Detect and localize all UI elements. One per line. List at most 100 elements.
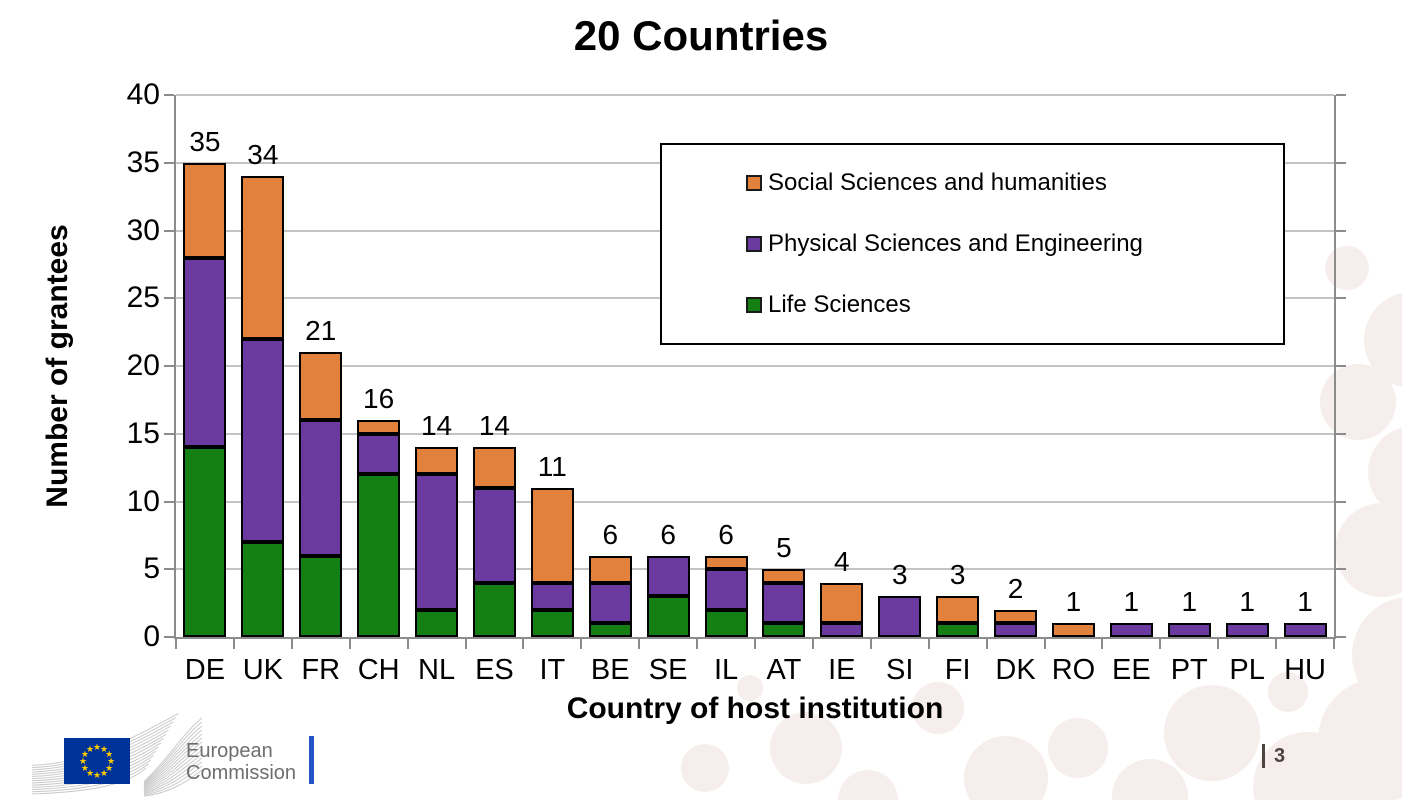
- legend-item-label: Physical Sciences and Engineering: [768, 229, 1143, 257]
- bar-segment: [646, 555, 690, 597]
- y-tick-label: 5: [143, 552, 160, 586]
- y-tick-mark-right: [1336, 432, 1346, 435]
- bar-segment: [820, 582, 864, 624]
- bar-segment: [415, 447, 459, 475]
- bar-total-label: 14: [420, 410, 453, 442]
- x-tick-mark: [1101, 639, 1104, 649]
- bar-segment: [936, 596, 980, 624]
- bar-total-label: 1: [1123, 586, 1140, 618]
- bar-total-label: 6: [660, 518, 676, 550]
- bar-total-label: 1: [1181, 586, 1198, 618]
- x-tick-mark: [811, 639, 814, 649]
- bar-segment: [936, 623, 980, 637]
- x-axis-category-label: IT: [539, 654, 566, 686]
- bar-segment: [762, 569, 806, 583]
- x-tick-mark: [869, 639, 872, 649]
- y-tick-label: 20: [126, 349, 160, 382]
- x-tick-mark: [406, 639, 409, 649]
- bar-segment: [415, 474, 459, 610]
- bar-segment: [357, 420, 401, 434]
- bar-total-label: 6: [718, 518, 734, 550]
- y-tick-mark-right: [1336, 94, 1346, 96]
- y-tick-mark-left: [164, 94, 174, 96]
- eu-flag-stars: ★★★★★★★★★★★★: [79, 742, 115, 780]
- decorative-circle: [1268, 672, 1308, 712]
- legend-item-label: Life Sciences: [768, 290, 911, 318]
- logo-wave-lines-right: [143, 717, 203, 797]
- bar-segment: [241, 542, 285, 637]
- x-tick-mark: [175, 639, 177, 649]
- bar-total-label: 2: [1007, 572, 1024, 604]
- x-tick-mark: [232, 639, 235, 649]
- eu-flag-star: ★: [86, 744, 94, 754]
- bar-segment: [1225, 623, 1269, 637]
- decorative-circle: [1164, 685, 1260, 781]
- bar-total-label: 3: [891, 559, 908, 591]
- bar-segment: [1109, 623, 1153, 637]
- bar-segment: [357, 433, 401, 475]
- x-tick-mark: [1333, 639, 1335, 649]
- bar-segment: [588, 555, 632, 583]
- y-tick-mark-left: [164, 229, 174, 232]
- gridline-y-5: [176, 568, 1334, 571]
- gridline-y-15: [176, 432, 1334, 435]
- eu-flag-star: ★: [79, 756, 87, 766]
- x-axis-category-label: IL: [713, 654, 739, 686]
- x-axis-category-label: FR: [301, 654, 341, 686]
- bar-segment: [530, 582, 574, 610]
- y-tick-mark-right: [1336, 568, 1346, 571]
- bar-segment: [762, 582, 806, 624]
- y-tick-mark-left: [164, 636, 174, 638]
- legend-swatch: [746, 235, 762, 252]
- page-number-text: 3: [1274, 744, 1286, 767]
- y-tick-mark-right: [1336, 636, 1346, 638]
- legend-swatch: [746, 175, 762, 192]
- logo-text-line2: Commission: [186, 762, 296, 784]
- eu-flag: [64, 738, 130, 784]
- bar-segment: [704, 609, 748, 637]
- bar-total-label: 1: [1239, 586, 1255, 618]
- bar-total-label: 16: [363, 383, 395, 415]
- bar-total-label: 6: [602, 518, 619, 550]
- bar-segment: [472, 447, 516, 488]
- x-axis-category-label: CH: [357, 654, 400, 686]
- gridline-y-20: [176, 365, 1334, 367]
- bar-total-label: 21: [305, 315, 337, 347]
- x-tick-mark: [696, 639, 699, 649]
- x-axis-category-label: PT: [1170, 654, 1208, 686]
- bar-segment: [241, 176, 285, 339]
- x-axis-category-label: EE: [1111, 654, 1151, 686]
- bar-total-label: 1: [1297, 586, 1313, 618]
- y-tick-mark-left: [164, 161, 174, 164]
- bar-total-label: 14: [478, 410, 511, 442]
- y-tick-mark-left: [164, 365, 174, 367]
- eu-flag-star: ★: [93, 742, 101, 752]
- eu-flag-star: ★: [105, 749, 113, 759]
- gridline-y-40: [176, 94, 1334, 96]
- bar-segment: [183, 257, 227, 448]
- legend-item: Life Sciences: [662, 291, 1283, 319]
- x-tick-mark: [1275, 639, 1278, 649]
- legend-item: Social Sciences and humanities: [662, 169, 1283, 197]
- eu-flag-star: ★: [107, 756, 115, 766]
- y-tick-mark-left: [164, 297, 174, 300]
- bar-segment: [704, 555, 748, 570]
- y-tick-mark-left: [164, 432, 174, 435]
- x-axis-category-label: NL: [418, 654, 456, 686]
- bar-total-label: 34: [247, 139, 279, 171]
- x-axis-category-label: UK: [242, 654, 283, 686]
- y-tick-label: 15: [126, 416, 160, 450]
- page-number: 3: [1262, 744, 1285, 768]
- y-axis-title: Number of grantees: [41, 224, 74, 508]
- legend-item: Physical Sciences and Engineering: [662, 230, 1283, 258]
- x-tick-mark: [1217, 639, 1220, 649]
- x-tick-mark: [522, 639, 525, 649]
- x-axis-category-label: BE: [590, 654, 630, 686]
- chart-title: 20 Countries: [573, 12, 829, 59]
- x-axis-category-label: PL: [1229, 654, 1265, 686]
- x-axis-category-label: DE: [184, 654, 226, 686]
- decorative-circle: [1320, 364, 1396, 440]
- european-commission-logo: ★★★★★★★★★★★★ European Commission: [31, 712, 314, 797]
- bar-segment: [299, 555, 343, 637]
